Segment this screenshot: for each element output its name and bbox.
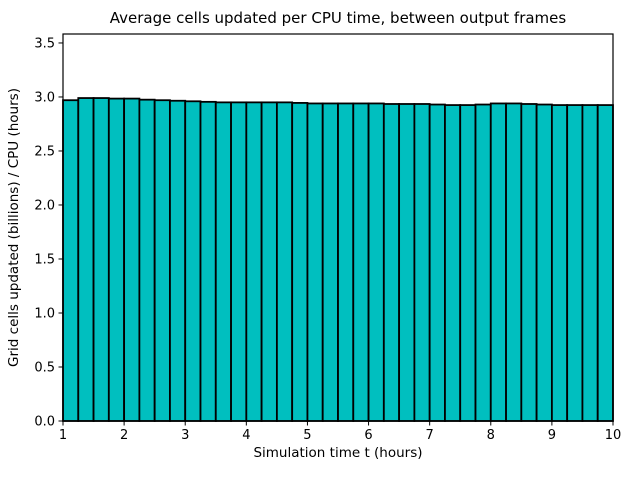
bar [489, 102, 507, 422]
bar [505, 102, 523, 422]
x-tick-label: 2 [120, 428, 128, 443]
bar [275, 101, 294, 422]
bar [550, 104, 569, 422]
bar [566, 104, 584, 422]
bar [123, 97, 141, 422]
bar [92, 97, 110, 422]
bar [184, 100, 202, 422]
bar [306, 102, 324, 422]
x-axis-label: Simulation time t (hours) [253, 445, 422, 461]
bar [581, 104, 599, 422]
bar [230, 101, 248, 422]
bar [520, 103, 538, 422]
bar [352, 102, 370, 422]
y-tick-label: 0.5 [34, 360, 55, 375]
x-tick-label: 7 [426, 428, 434, 443]
chart-title: Average cells updated per CPU time, betw… [110, 9, 567, 27]
y-tick-label: 3.5 [34, 36, 55, 51]
ticks-group: 1 2 3 4 5 6 7 8 9 10 0.0 0.5 1.0 1.5 2.0 2.5 3.0 3.5 [34, 36, 621, 443]
bar [367, 102, 385, 422]
bar [444, 104, 462, 422]
x-tick-label: 4 [242, 428, 250, 443]
bar [153, 99, 171, 422]
y-tick-label: 0.0 [34, 415, 55, 430]
bar [107, 97, 126, 422]
bars-group [62, 97, 614, 422]
bar [214, 101, 232, 422]
x-tick-label: 6 [364, 428, 372, 443]
y-tick-label: 1.5 [34, 252, 55, 267]
bar [321, 102, 339, 422]
bar [337, 102, 355, 422]
bar [138, 98, 156, 422]
x-tick-label: 3 [181, 428, 189, 443]
bar [199, 100, 217, 422]
bar [62, 99, 80, 422]
x-tick-label: 5 [303, 428, 311, 443]
axes-spines [62, 33, 614, 422]
bar [382, 103, 401, 422]
y-tick-label: 3.0 [34, 90, 55, 105]
bar [245, 101, 263, 422]
bar [291, 102, 309, 422]
bar [474, 103, 492, 422]
bar [459, 104, 477, 422]
bar [169, 99, 187, 422]
y-tick-label: 2.0 [34, 198, 55, 213]
y-tick-label: 1.0 [34, 306, 55, 321]
axes-frame [62, 33, 614, 422]
bar [535, 103, 553, 422]
x-tick-label: 9 [548, 428, 556, 443]
x-tick-label: 10 [605, 428, 622, 443]
bar [596, 104, 614, 422]
x-tick-label: 1 [59, 428, 67, 443]
bar [398, 103, 416, 422]
y-tick-label: 2.5 [34, 144, 55, 159]
bar [77, 97, 95, 422]
y-axis-label: Grid cells updated (billions) / CPU (hou… [6, 88, 22, 367]
bar [413, 103, 431, 422]
bar [260, 101, 278, 422]
x-tick-label: 8 [487, 428, 495, 443]
bar [428, 103, 446, 422]
